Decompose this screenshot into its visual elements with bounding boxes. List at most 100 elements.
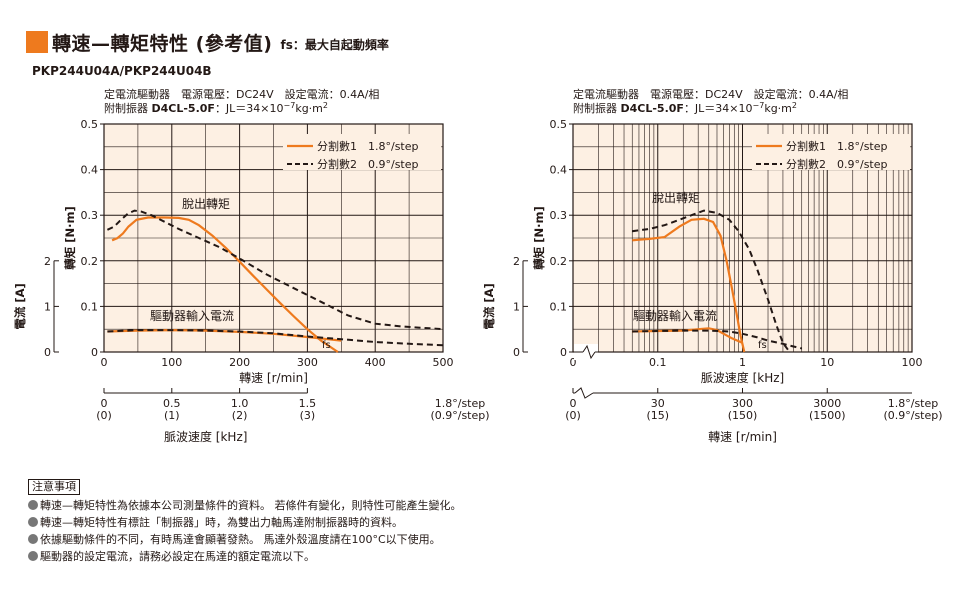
plot-frame: [572, 123, 913, 353]
secondary-axis-label: 轉速 [r/min]: [708, 430, 777, 444]
conditions-part: 2: [792, 101, 797, 110]
note-item: 驅動器的設定電流，請務必設定在馬達的額定電流以下。: [28, 548, 462, 565]
secondary-tick-value: 0: [101, 397, 108, 410]
secondary-unit-main: 1.8°/step: [435, 397, 486, 410]
note-item: 依據驅動條件的不同，有時馬達會顯著發熱。 馬達外殼溫度請在100°C以下使用。: [28, 531, 462, 548]
secondary-tick-sub: (2): [232, 409, 248, 422]
secondary-tick-value: 30: [651, 397, 665, 410]
secondary-tick-value: 1.0: [231, 397, 249, 410]
note-text: 轉速—轉矩特性為依據本公司測量條件的資料。 若條件有變化，則特性可能產生變化。: [40, 499, 462, 512]
y-tick-label: 0.4: [550, 164, 568, 177]
secondary-tick-value: 300: [732, 397, 753, 410]
secondary-tick-value: 0: [570, 397, 577, 410]
fs-label: fs: [322, 340, 331, 351]
conditions-part: ：JL＝34×10: [684, 102, 753, 115]
secondary-axis-label: 脈波速度 [kHz]: [164, 429, 247, 444]
torque-series-line: [632, 217, 746, 353]
fs-label: fs: [758, 340, 767, 351]
current-tick-label: 2: [44, 255, 51, 268]
axis-break-glyph: [582, 344, 596, 360]
secondary-tick-sub: (1500): [809, 409, 846, 422]
secondary-tick-value: 0.5: [163, 397, 181, 410]
secondary-tick-value: 1.5: [299, 397, 317, 410]
legend-label-half-step: 分割數2 0.9°/step: [786, 157, 888, 171]
conditions-line-2: 附制振器 D4CL-5.0F：JL＝34×10−7kg·m2: [573, 101, 797, 116]
conditions-part: kg·m: [764, 102, 792, 115]
y-tick-label: 0.5: [550, 118, 568, 131]
current-tick-label: 0: [513, 346, 520, 359]
conditions-part: 附制振器: [573, 101, 621, 115]
x-axis-label: 轉速 [r/min]: [239, 371, 308, 385]
secondary-unit-sub: (0.9°/step): [883, 409, 942, 422]
axis-break-mask: [575, 387, 593, 399]
y-tick-label: 0.1: [550, 300, 568, 313]
x-tick-label: 300: [297, 356, 318, 369]
y-tick-label: 0.1: [81, 300, 99, 313]
fs-note: fs：最大自起動頻率: [280, 37, 389, 52]
x-axis-label: 脈波速度 [kHz]: [701, 370, 784, 385]
secondary-unit-sub: (0.9°/step): [430, 409, 489, 422]
bullet-icon: [28, 534, 38, 544]
secondary-unit-main: 1.8°/step: [888, 397, 939, 410]
bullet-icon: [28, 500, 38, 510]
current-tick-label: 1: [44, 300, 51, 313]
y-axis-label: 轉矩 [N·m]: [532, 206, 546, 270]
secondary-tick-sub: (150): [728, 409, 758, 422]
secondary-tick-sub: (0): [96, 409, 112, 422]
current-axis-label: 電流 [A]: [482, 283, 496, 329]
secondary-tick-sub: (3): [300, 409, 316, 422]
x-tick-label: 10: [820, 356, 834, 369]
conditions-part: −7: [284, 101, 296, 110]
note-text: 驅動器的設定電流，請務必設定在馬達的額定電流以下。: [40, 550, 315, 563]
y-tick-label: 0: [91, 346, 98, 359]
x-tick-label: 500: [433, 356, 454, 369]
secondary-tick-value: 3000: [813, 397, 841, 410]
current-series-line: [107, 329, 444, 347]
y-tick-label: 0.2: [81, 255, 99, 268]
driver-current-label: 驅動器輸入電流: [633, 308, 717, 323]
conditions-part: 2: [323, 101, 328, 110]
y-tick-label: 0.2: [550, 255, 568, 268]
conditions-part: ：JL＝34×10: [215, 102, 284, 115]
bullet-icon: [28, 551, 38, 561]
note-text: 轉速—轉矩特性有標註「制振器」時，為雙出力軸馬達附制振器時的資料。: [40, 516, 403, 529]
pullout-torque-label: 脫出轉矩: [182, 196, 230, 211]
bullet-icon: [28, 517, 38, 527]
conditions-line-1: 定電流驅動器 電源電壓：DC24V 設定電流：0.4A/相: [104, 87, 379, 101]
conditions-part: D4CL-5.0F: [621, 102, 684, 115]
page-title: 轉速—轉矩特性 (參考值) fs：最大自起動頻率: [26, 30, 389, 55]
secondary-tick-sub: (1): [164, 409, 180, 422]
y-tick-label: 0.3: [81, 209, 99, 222]
current-axis-label: 電流 [A]: [13, 283, 27, 329]
legend-background: [752, 134, 910, 170]
torque-series-line: [632, 209, 791, 353]
x-tick-label: 1: [739, 356, 746, 369]
conditions-line-1: 定電流驅動器 電源電壓：DC24V 設定電流：0.4A/相: [573, 87, 848, 101]
model-name: PKP244U04A/PKP244U04B: [32, 64, 212, 78]
secondary-tick-sub: (0): [565, 409, 581, 422]
conditions-part: D4CL-5.0F: [152, 102, 215, 115]
note-item: 轉速—轉矩特性為依據本公司測量條件的資料。 若條件有變化，則特性可能產生變化。: [28, 497, 462, 514]
y-axis-label: 轉矩 [N·m]: [63, 206, 77, 270]
x-tick-label: 400: [365, 356, 386, 369]
current-tick-label: 1: [513, 300, 520, 313]
x-tick-label: 0.1: [649, 356, 667, 369]
driver-current-label: 驅動器輸入電流: [150, 308, 234, 323]
x-tick-label: 200: [229, 356, 250, 369]
pullout-torque-label: 脫出轉矩: [652, 190, 700, 205]
conditions-part: −7: [753, 101, 765, 110]
y-tick-label: 0: [560, 346, 567, 359]
current-series-line: [632, 329, 802, 350]
title-marker: [26, 31, 48, 53]
x-tick-label: 100: [902, 356, 923, 369]
y-tick-label: 0.4: [81, 164, 99, 177]
conditions-part: 附制振器: [104, 101, 152, 115]
plot-frame: [103, 123, 444, 353]
axis-break-glyph: [574, 387, 594, 399]
x-tick-label: 0: [570, 356, 577, 369]
conditions-part: kg·m: [295, 102, 323, 115]
notes-title: 注意事項: [28, 479, 80, 495]
torque-series-line: [111, 216, 339, 353]
